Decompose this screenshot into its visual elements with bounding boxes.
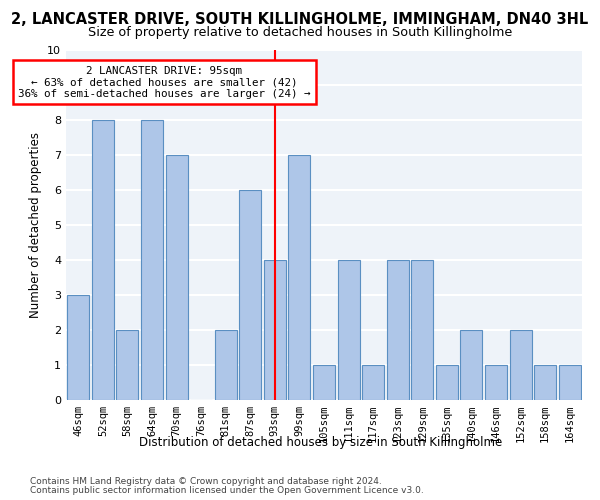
Bar (313, 365, 335, 400)
Bar (386, 260, 409, 400)
Bar (509, 330, 532, 400)
Bar (460, 330, 482, 400)
Text: Size of property relative to detached houses in South Killingholme: Size of property relative to detached ho… (88, 26, 512, 39)
Bar (559, 365, 581, 400)
Text: 2 LANCASTER DRIVE: 95sqm
← 63% of detached houses are smaller (42)
36% of semi-d: 2 LANCASTER DRIVE: 95sqm ← 63% of detach… (18, 66, 311, 99)
Bar (362, 365, 384, 400)
Text: Contains HM Land Registry data © Crown copyright and database right 2024.: Contains HM Land Registry data © Crown c… (30, 477, 382, 486)
Bar (436, 365, 458, 400)
Bar (485, 365, 507, 400)
Bar (338, 260, 359, 400)
Bar (411, 260, 433, 400)
Bar (534, 365, 556, 400)
Bar (141, 120, 163, 400)
Text: Contains public sector information licensed under the Open Government Licence v3: Contains public sector information licen… (30, 486, 424, 495)
Text: 2, LANCASTER DRIVE, SOUTH KILLINGHOLME, IMMINGHAM, DN40 3HL: 2, LANCASTER DRIVE, SOUTH KILLINGHOLME, … (11, 12, 589, 26)
Bar (289, 155, 310, 400)
Bar (264, 260, 286, 400)
Bar (239, 190, 262, 400)
Bar (215, 330, 237, 400)
Bar (166, 155, 188, 400)
Bar (92, 120, 114, 400)
Text: Distribution of detached houses by size in South Killingholme: Distribution of detached houses by size … (139, 436, 503, 449)
Y-axis label: Number of detached properties: Number of detached properties (29, 132, 41, 318)
Bar (67, 295, 89, 400)
Bar (116, 330, 139, 400)
